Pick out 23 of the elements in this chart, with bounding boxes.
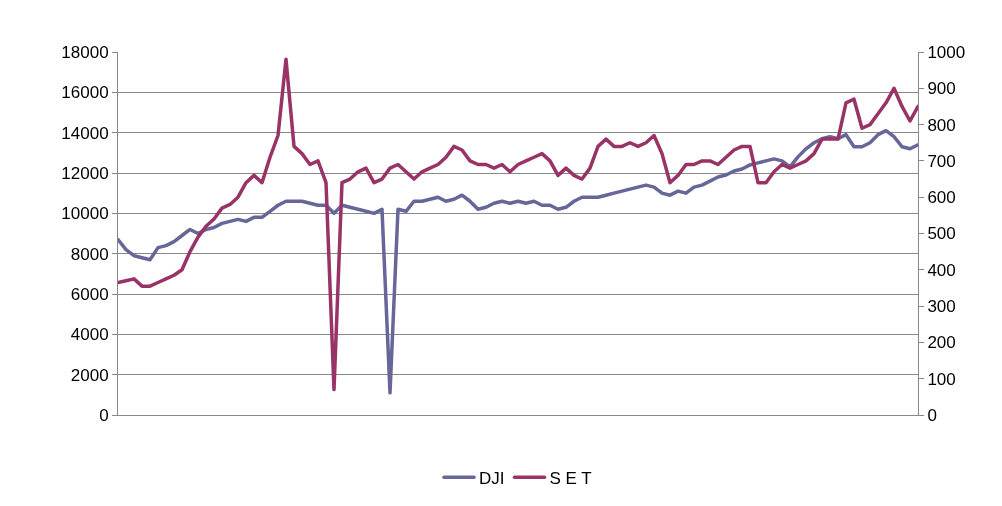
y-tick-label: 2000 bbox=[70, 365, 109, 385]
y2-tick-label: 500 bbox=[927, 224, 956, 244]
y-tick-label: 12000 bbox=[61, 163, 109, 183]
y-tick-label: 0 bbox=[99, 405, 109, 425]
y2-tick-label: 900 bbox=[927, 79, 956, 99]
y2-tick-label: 600 bbox=[927, 188, 956, 208]
y-tick-label: 4000 bbox=[70, 325, 109, 345]
y2-tick-label: 100 bbox=[927, 369, 956, 389]
y-tick-label: 14000 bbox=[61, 123, 109, 143]
y2-tick-label: 200 bbox=[927, 333, 956, 353]
y2-tick-label: 700 bbox=[927, 151, 956, 171]
y-tick-label: 16000 bbox=[61, 83, 109, 103]
y2-tick-label: 300 bbox=[927, 297, 956, 317]
y2-tick-label: 800 bbox=[927, 115, 956, 135]
y-tick-label: 8000 bbox=[70, 244, 109, 264]
legend-label: DJI bbox=[479, 468, 505, 488]
y-tick-label: 10000 bbox=[61, 204, 109, 224]
y2-tick-label: 1000 bbox=[927, 42, 966, 62]
y-tick-label: 6000 bbox=[70, 284, 109, 304]
y2-tick-label: 400 bbox=[927, 260, 956, 280]
legend-label: S E T bbox=[549, 468, 592, 488]
y-tick-label: 18000 bbox=[61, 42, 109, 62]
y2-tick-label: 0 bbox=[927, 405, 937, 425]
